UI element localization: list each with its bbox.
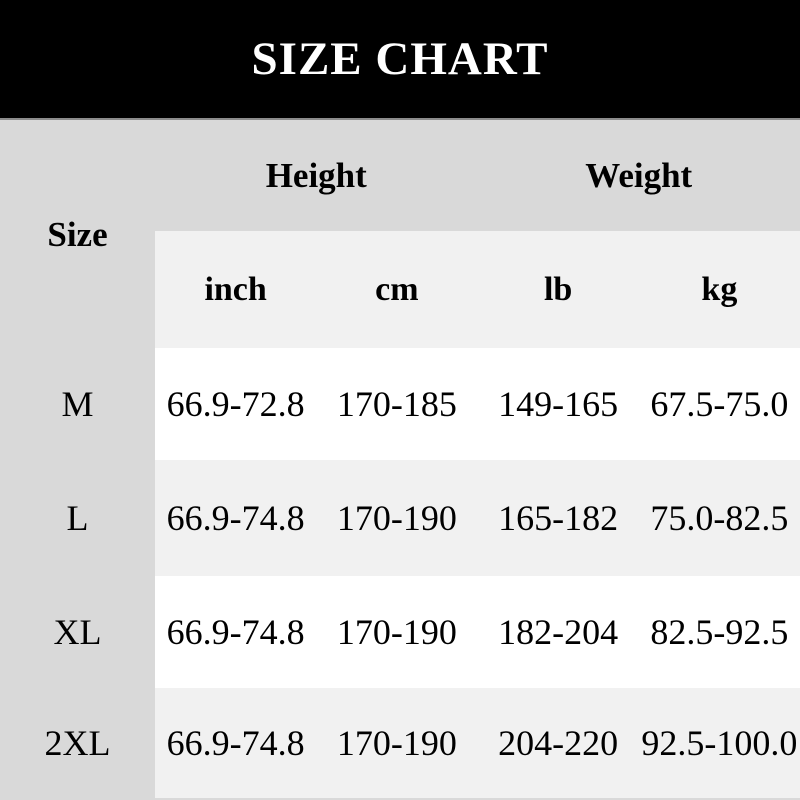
table-cell-m-inch: 66.9-72.8 bbox=[155, 348, 317, 460]
table-cell-2xl-kg: 92.5-100.0 bbox=[638, 688, 800, 798]
row-label-l: L bbox=[66, 498, 89, 538]
row-label-xl: XL bbox=[53, 612, 102, 652]
group-header-height: Height bbox=[265, 156, 367, 195]
banner: SIZE CHART bbox=[0, 0, 800, 120]
table-cell-2xl-cm: 170-190 bbox=[316, 688, 478, 798]
table-cell-xl-kg: 82.5-92.5 bbox=[638, 576, 800, 688]
table-cell-xl-lb: 182-204 bbox=[477, 576, 639, 688]
table-cell-m-cm: 170-185 bbox=[316, 348, 478, 460]
column-header-kg: kg bbox=[638, 231, 800, 348]
table-cell-2xl-inch: 66.9-74.8 bbox=[155, 688, 317, 798]
table-cell-l-kg: 75.0-82.5 bbox=[638, 460, 800, 576]
table-cell-xl-cm: 170-190 bbox=[316, 576, 478, 688]
size-column-header: Size bbox=[47, 214, 108, 254]
column-header-cm: cm bbox=[316, 231, 478, 348]
table-cell-2xl-lb: 204-220 bbox=[477, 688, 639, 798]
column-header-inch: inch bbox=[155, 231, 317, 348]
table-cell-m-lb: 149-165 bbox=[477, 348, 639, 460]
table-cell-l-lb: 165-182 bbox=[477, 460, 639, 576]
row-label-2xl: 2XL bbox=[44, 723, 111, 763]
group-header-weight: Weight bbox=[585, 156, 693, 195]
row-label-m: M bbox=[61, 384, 94, 424]
table-cell-l-inch: 66.9-74.8 bbox=[155, 460, 317, 576]
table-cell-xl-inch: 66.9-74.8 bbox=[155, 576, 317, 688]
size-chart-table: Size Height Weight inch cm lb kg M 66.9-… bbox=[0, 120, 800, 798]
table-cell-m-kg: 67.5-75.0 bbox=[638, 348, 800, 460]
table-cell-l-cm: 170-190 bbox=[316, 460, 478, 576]
page-title: SIZE CHART bbox=[251, 32, 549, 85]
column-header-lb: lb bbox=[477, 231, 639, 348]
